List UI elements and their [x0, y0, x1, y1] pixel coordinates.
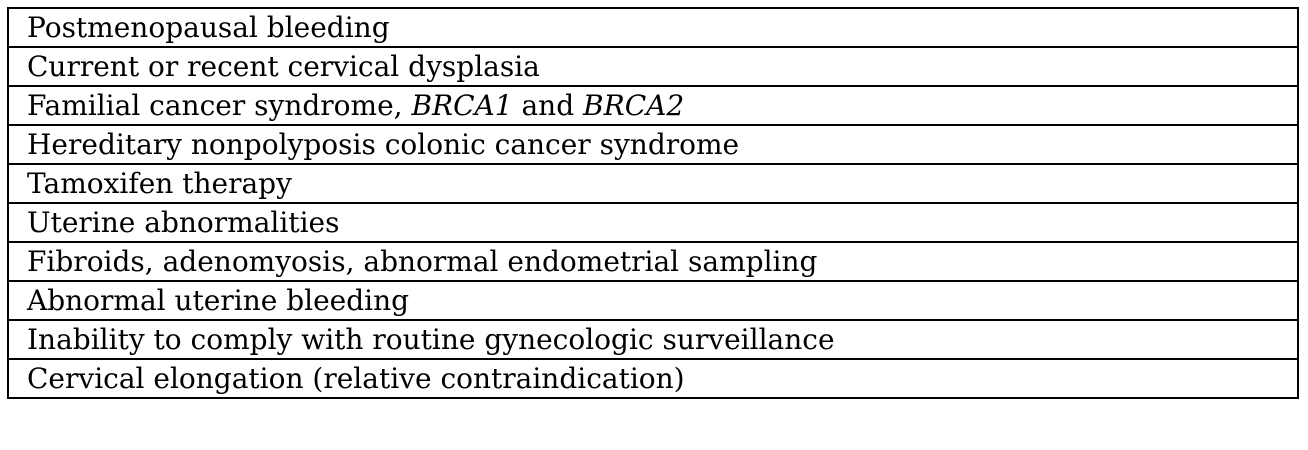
table-row: Postmenopausal bleeding	[7, 7, 1299, 48]
table-row: Familial cancer syndrome, BRCA1 and BRCA…	[7, 85, 1299, 126]
table-cell-cervical-elongation: Cervical elongation (relative contraindi…	[7, 358, 1299, 399]
table-row: Hereditary nonpolyposis colonic cancer s…	[7, 124, 1299, 165]
table-row: Inability to comply with routine gynecol…	[7, 319, 1299, 360]
contraindications-table: Postmenopausal bleeding Current or recen…	[7, 7, 1299, 399]
table-row: Current or recent cervical dysplasia	[7, 46, 1299, 87]
contraindications-table-container: Postmenopausal bleeding Current or recen…	[7, 7, 1299, 399]
table-cell-postmenopausal-bleeding: Postmenopausal bleeding	[7, 7, 1299, 48]
table-cell-tamoxifen: Tamoxifen therapy	[7, 163, 1299, 204]
table-row: Fibroids, adenomyosis, abnormal endometr…	[7, 241, 1299, 282]
table-cell-cervical-dysplasia: Current or recent cervical dysplasia	[7, 46, 1299, 87]
cell-text-and: and	[512, 88, 584, 122]
cell-text: Familial cancer syndrome,	[27, 88, 412, 122]
table-cell-uterine-abnormalities: Uterine abnormalities	[7, 202, 1299, 243]
table-row: Uterine abnormalities	[7, 202, 1299, 243]
table-cell-abnormal-uterine-bleeding: Abnormal uterine bleeding	[7, 280, 1299, 321]
table-row: Abnormal uterine bleeding	[7, 280, 1299, 321]
table-row: Tamoxifen therapy	[7, 163, 1299, 204]
table-cell-fibroids: Fibroids, adenomyosis, abnormal endometr…	[7, 241, 1299, 282]
gene-brca2: BRCA2	[583, 88, 685, 122]
table-cell-hnpcc: Hereditary nonpolyposis colonic cancer s…	[7, 124, 1299, 165]
table-cell-familial-cancer-syndrome: Familial cancer syndrome, BRCA1 and BRCA…	[7, 85, 1299, 126]
gene-brca1: BRCA1	[411, 88, 513, 122]
table-row: Cervical elongation (relative contraindi…	[7, 358, 1299, 399]
table-cell-surveillance: Inability to comply with routine gynecol…	[7, 319, 1299, 360]
